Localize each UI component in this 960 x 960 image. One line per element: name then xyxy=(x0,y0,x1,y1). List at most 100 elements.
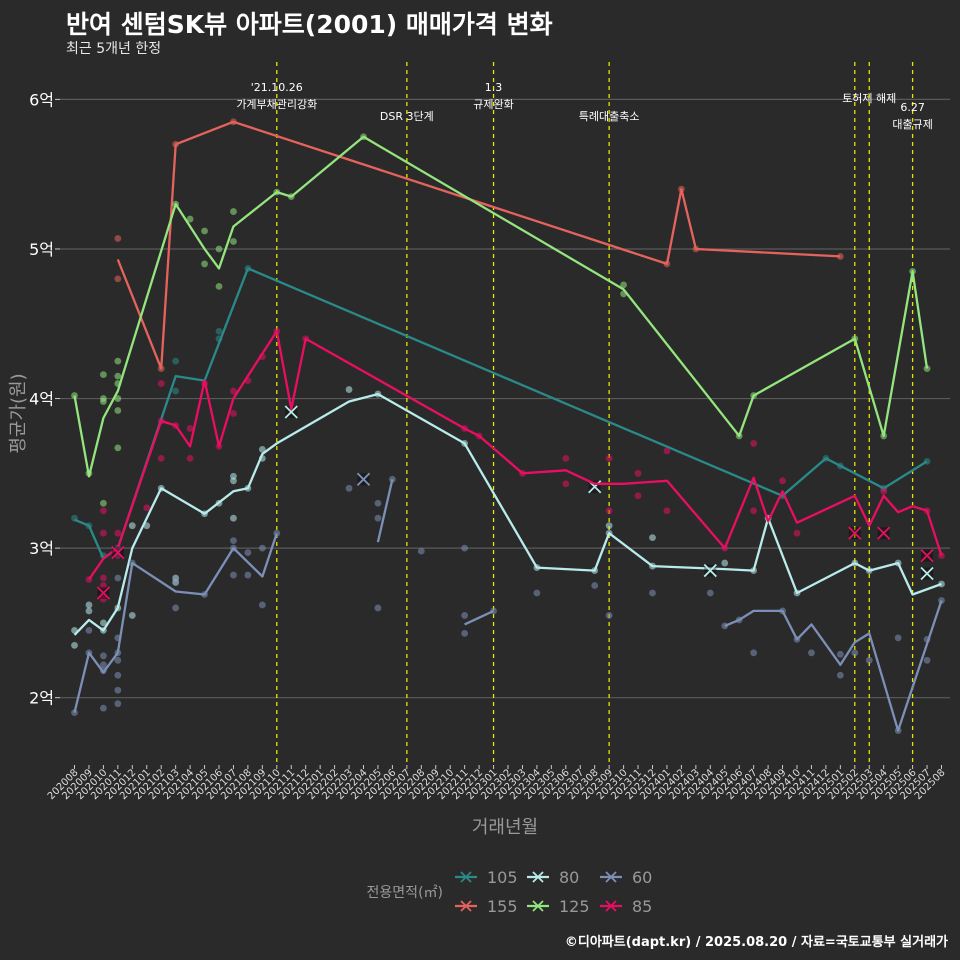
data-point xyxy=(461,612,469,619)
data-point xyxy=(215,245,223,253)
legend-swatch-cross xyxy=(532,900,544,912)
data-point xyxy=(114,671,122,679)
series-line xyxy=(88,330,943,581)
data-point xyxy=(605,522,613,530)
data-point xyxy=(157,380,165,387)
data-point xyxy=(128,612,136,619)
data-point xyxy=(461,629,469,637)
data-point xyxy=(374,499,382,507)
legend-swatch-cross xyxy=(460,900,472,912)
data-point xyxy=(114,529,122,537)
event-label: 1.3 xyxy=(485,81,503,94)
data-point xyxy=(215,282,223,290)
data-point xyxy=(721,559,729,567)
data-point xyxy=(114,686,122,694)
legend-label: 105 xyxy=(487,868,518,887)
data-point xyxy=(923,656,931,664)
data-point xyxy=(620,281,627,289)
data-point xyxy=(100,704,107,712)
data-point xyxy=(923,365,931,373)
series-85 xyxy=(85,327,945,603)
data-point xyxy=(85,601,93,609)
legend-swatch-cross xyxy=(605,900,617,912)
data-point xyxy=(186,425,194,432)
cross-marker xyxy=(877,526,891,540)
data-point xyxy=(100,371,107,379)
data-point xyxy=(114,357,122,365)
legend-item-60: 60 xyxy=(600,868,652,887)
data-point xyxy=(114,656,122,664)
data-point xyxy=(258,544,266,552)
data-point xyxy=(894,634,902,642)
data-point xyxy=(605,454,613,462)
data-point xyxy=(750,440,758,447)
x-axis-title: 거래년월 xyxy=(472,817,538,838)
data-point xyxy=(793,529,801,537)
series-80 xyxy=(71,386,945,649)
legend-item-85: 85 xyxy=(600,897,652,916)
legend-item-125: 125 xyxy=(527,897,590,916)
data-point xyxy=(562,480,570,488)
data-point xyxy=(100,595,107,603)
event-label: 가계부채관리강화 xyxy=(236,98,317,111)
data-point xyxy=(374,604,382,612)
data-point xyxy=(345,484,353,492)
data-point xyxy=(100,499,107,507)
data-point xyxy=(244,549,252,557)
data-point xyxy=(100,574,107,582)
legend-swatch-cross xyxy=(460,871,472,883)
series-line xyxy=(73,392,942,636)
data-point xyxy=(634,492,642,500)
data-point xyxy=(172,387,180,395)
chart-title: 반여 센텀SK뷰 아파트(2001) 매매가격 변화 xyxy=(66,10,553,39)
data-point xyxy=(750,507,758,515)
series-155 xyxy=(114,118,844,373)
data-point xyxy=(836,650,844,658)
data-point xyxy=(865,656,873,664)
series-line xyxy=(73,135,929,478)
cross-marker xyxy=(356,472,371,486)
data-point xyxy=(100,529,107,537)
data-point xyxy=(605,612,613,619)
data-point xyxy=(100,652,107,660)
series-line xyxy=(464,609,495,626)
data-point xyxy=(706,589,714,597)
data-point xyxy=(100,661,107,669)
data-point xyxy=(461,544,469,552)
series-105 xyxy=(71,265,931,560)
plot-area xyxy=(60,62,950,765)
cross-marker xyxy=(920,548,934,563)
y-axis-title: 평균가(원) xyxy=(8,373,29,453)
data-point xyxy=(100,582,107,589)
y-tick-label: 4억 xyxy=(29,390,54,409)
cross-marker xyxy=(848,526,862,540)
series-line xyxy=(73,532,278,713)
series-line xyxy=(74,267,928,560)
data-point xyxy=(258,445,266,453)
data-point xyxy=(85,626,93,634)
event-label: 특례대출축소 xyxy=(579,110,640,123)
data-point xyxy=(128,522,136,530)
data-point xyxy=(663,447,671,455)
series-line xyxy=(116,120,841,370)
data-point xyxy=(186,454,194,462)
data-point xyxy=(836,671,844,679)
event-label: '21.10.26 xyxy=(251,81,303,94)
legend-label: 85 xyxy=(632,897,652,916)
cross-marker xyxy=(111,545,125,560)
data-point xyxy=(201,260,208,268)
data-point xyxy=(258,601,266,609)
series-125 xyxy=(71,133,931,507)
cross-marker xyxy=(703,563,717,578)
data-point xyxy=(85,607,93,615)
data-point xyxy=(649,589,656,597)
y-tick-label: 6억 xyxy=(29,90,54,109)
data-point xyxy=(114,275,122,283)
data-point xyxy=(114,235,122,242)
legend-label: 155 xyxy=(487,897,518,916)
series-60 xyxy=(71,472,945,734)
data-point xyxy=(851,649,859,657)
data-point xyxy=(533,589,541,597)
data-point xyxy=(114,574,122,582)
